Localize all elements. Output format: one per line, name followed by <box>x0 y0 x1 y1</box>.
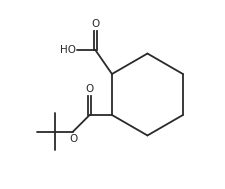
Text: O: O <box>69 134 78 144</box>
Text: HO: HO <box>59 45 75 55</box>
Text: O: O <box>85 84 93 94</box>
Text: O: O <box>91 19 99 29</box>
